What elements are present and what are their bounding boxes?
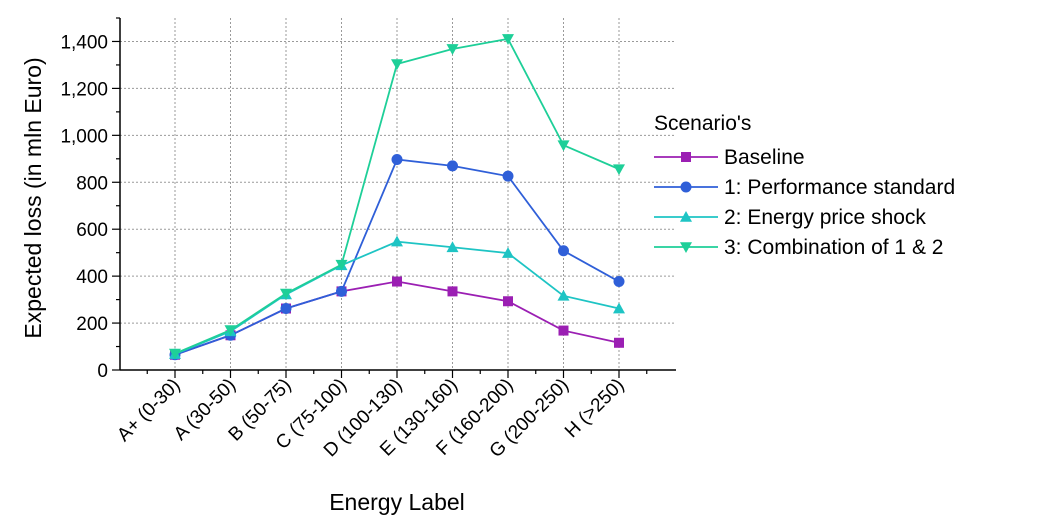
data-point [502, 34, 514, 45]
data-point [558, 325, 569, 336]
legend-marker [680, 211, 692, 222]
legend-label: 3: Combination of 1 & 2 [724, 236, 943, 259]
x-axis-title: Energy Label [329, 489, 465, 515]
legend-marker [681, 152, 691, 162]
y-tick-label: 400 [76, 267, 108, 288]
data-point [503, 296, 513, 307]
data-point [280, 303, 292, 315]
data-point [391, 154, 403, 166]
data-point [613, 302, 625, 314]
data-point [335, 259, 348, 271]
data-point [224, 325, 237, 337]
data-point [613, 276, 625, 288]
data-point [502, 247, 514, 258]
data-point [447, 160, 458, 172]
series-lines [169, 34, 625, 361]
data-point [558, 245, 569, 257]
y-tick-label: 1,200 [60, 79, 108, 100]
data-point [447, 286, 458, 297]
y-tick-label: 1,000 [60, 126, 108, 147]
data-point [502, 170, 514, 182]
legend-label: Baseline [724, 146, 805, 169]
data-point [613, 164, 625, 176]
data-point [336, 285, 347, 297]
legend: Scenario's Baseline 1: Performance standa… [654, 112, 955, 259]
data-point [391, 59, 403, 70]
x-tick-label: H (>250) [561, 375, 628, 442]
legend-label: 1: Performance standard [724, 176, 955, 199]
legend-marker [680, 181, 692, 193]
y-tick-label: 1,400 [60, 32, 108, 53]
data-point [557, 140, 570, 152]
data-point [446, 241, 459, 253]
data-point [280, 288, 292, 300]
y-tick-label: 200 [76, 314, 108, 335]
y-tick-label: 0 [97, 361, 108, 382]
data-point [392, 276, 402, 287]
data-point [557, 289, 570, 301]
legend-label: 2: Energy price shock [724, 206, 926, 229]
data-point [391, 235, 403, 247]
data-point [614, 337, 624, 348]
legend-marker [680, 242, 692, 253]
gridlines [120, 18, 676, 370]
data-point [169, 348, 181, 360]
y-tick-label: 600 [76, 220, 108, 241]
data-point [446, 44, 459, 55]
legend-title: Scenario's [654, 112, 751, 135]
y-axis-title: Expected loss (in mln Euro) [20, 57, 46, 338]
y-tick-label: 800 [76, 173, 108, 194]
